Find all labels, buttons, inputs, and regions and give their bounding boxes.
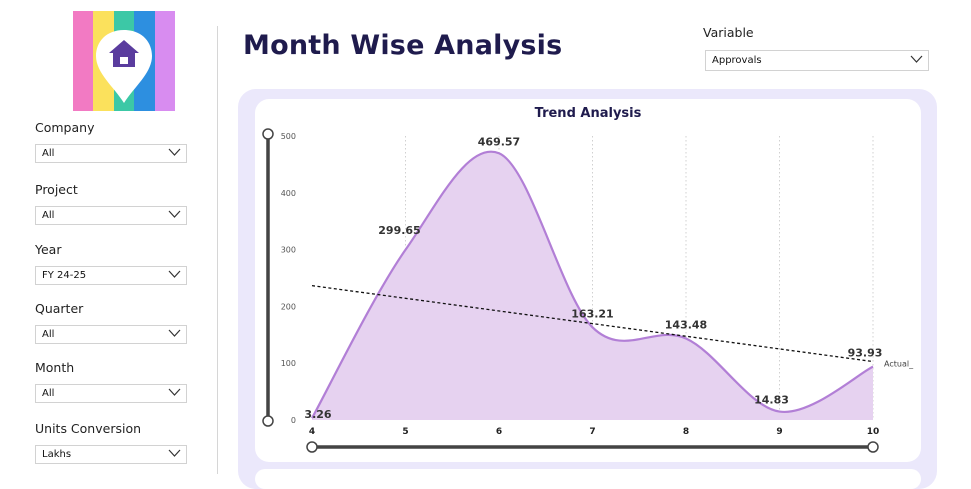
y-tick-label: 300 [281,246,296,255]
project-value: All [42,210,55,221]
month-dropdown[interactable]: All [35,384,187,403]
project-label: Project [35,182,78,197]
y-tick-label: 400 [281,189,296,198]
month-slicer: Month All [35,359,195,403]
units-conversion-dropdown[interactable]: Lakhs [35,445,187,464]
page-title: Month Wise Analysis [243,30,563,61]
series-line [311,150,874,419]
x-zoom-handle-right[interactable] [867,441,879,453]
x-tick-label: 9 [776,427,782,437]
x-zoom-handle-left[interactable] [306,441,318,453]
data-label: 469.57 [478,135,520,148]
data-label: 143.48 [665,319,707,332]
quarter-dropdown[interactable]: All [35,325,187,344]
chevron-down-icon [168,329,181,337]
chevron-down-icon [168,210,181,218]
month-label: Month [35,360,75,375]
data-label: 3.26 [304,408,331,421]
company-logo [73,11,175,111]
y-tick-label: 200 [281,302,296,311]
chevron-down-icon [168,449,181,457]
year-label: Year [35,242,62,257]
trend-analysis-card: Trend Analysis 0 100 200 300 400 500 3.26 299.6… [255,99,921,462]
chevron-down-icon [910,55,923,63]
sidebar-divider [217,26,218,474]
units-conversion-slicer: Units Conversion Lakhs [35,420,195,464]
chevron-down-icon [168,270,181,278]
chart-title: Trend Analysis [534,106,642,121]
units-conversion-label: Units Conversion [35,421,142,436]
y-tick-label: 100 [281,359,296,368]
company-value: All [42,148,55,159]
project-dropdown[interactable]: All [35,206,187,225]
year-value: FY 24-25 [42,270,87,281]
data-label: 93.93 [848,347,883,360]
x-tick-label: 10 [867,427,880,437]
quarter-slicer: Quarter All [35,300,195,344]
quarter-value: All [42,329,55,340]
variable-dropdown[interactable]: Approvals [705,50,929,71]
data-label: 14.83 [754,394,789,407]
variable-value: Approvals [712,55,762,66]
y-tick-label: 0 [291,416,296,425]
x-tick-label: 4 [309,427,315,437]
year-slicer: Year FY 24-25 [35,241,195,285]
area-fill [312,151,873,420]
chevron-down-icon [168,148,181,156]
home-location-pin-icon [96,30,152,103]
secondary-card [255,469,921,489]
project-slicer: Project All [35,181,195,225]
data-label: 299.65 [378,224,420,237]
y-zoom-handle-bottom[interactable] [262,415,274,427]
trend-analysis-chart: 0 100 200 300 400 500 3.26 299.65 469.57 163.21 14… [262,128,914,453]
month-value: All [42,388,55,399]
x-tick-label: 8 [683,427,689,437]
company-label: Company [35,120,95,135]
chevron-down-icon [168,388,181,396]
variable-label: Variable [703,25,754,40]
year-dropdown[interactable]: FY 24-25 [35,266,187,285]
data-label: 163.21 [571,307,613,320]
company-slicer: Company All [35,119,195,163]
quarter-label: Quarter [35,301,84,316]
x-tick-label: 6 [496,427,502,437]
y-tick-label: 500 [281,132,296,141]
x-tick-label: 5 [402,427,408,437]
units-conversion-value: Lakhs [42,449,72,460]
series-label: Actual_ [884,360,914,369]
trend-line [311,285,874,363]
x-tick-label: 7 [589,427,595,437]
company-dropdown[interactable]: All [35,144,187,163]
y-zoom-handle-top[interactable] [262,128,274,140]
